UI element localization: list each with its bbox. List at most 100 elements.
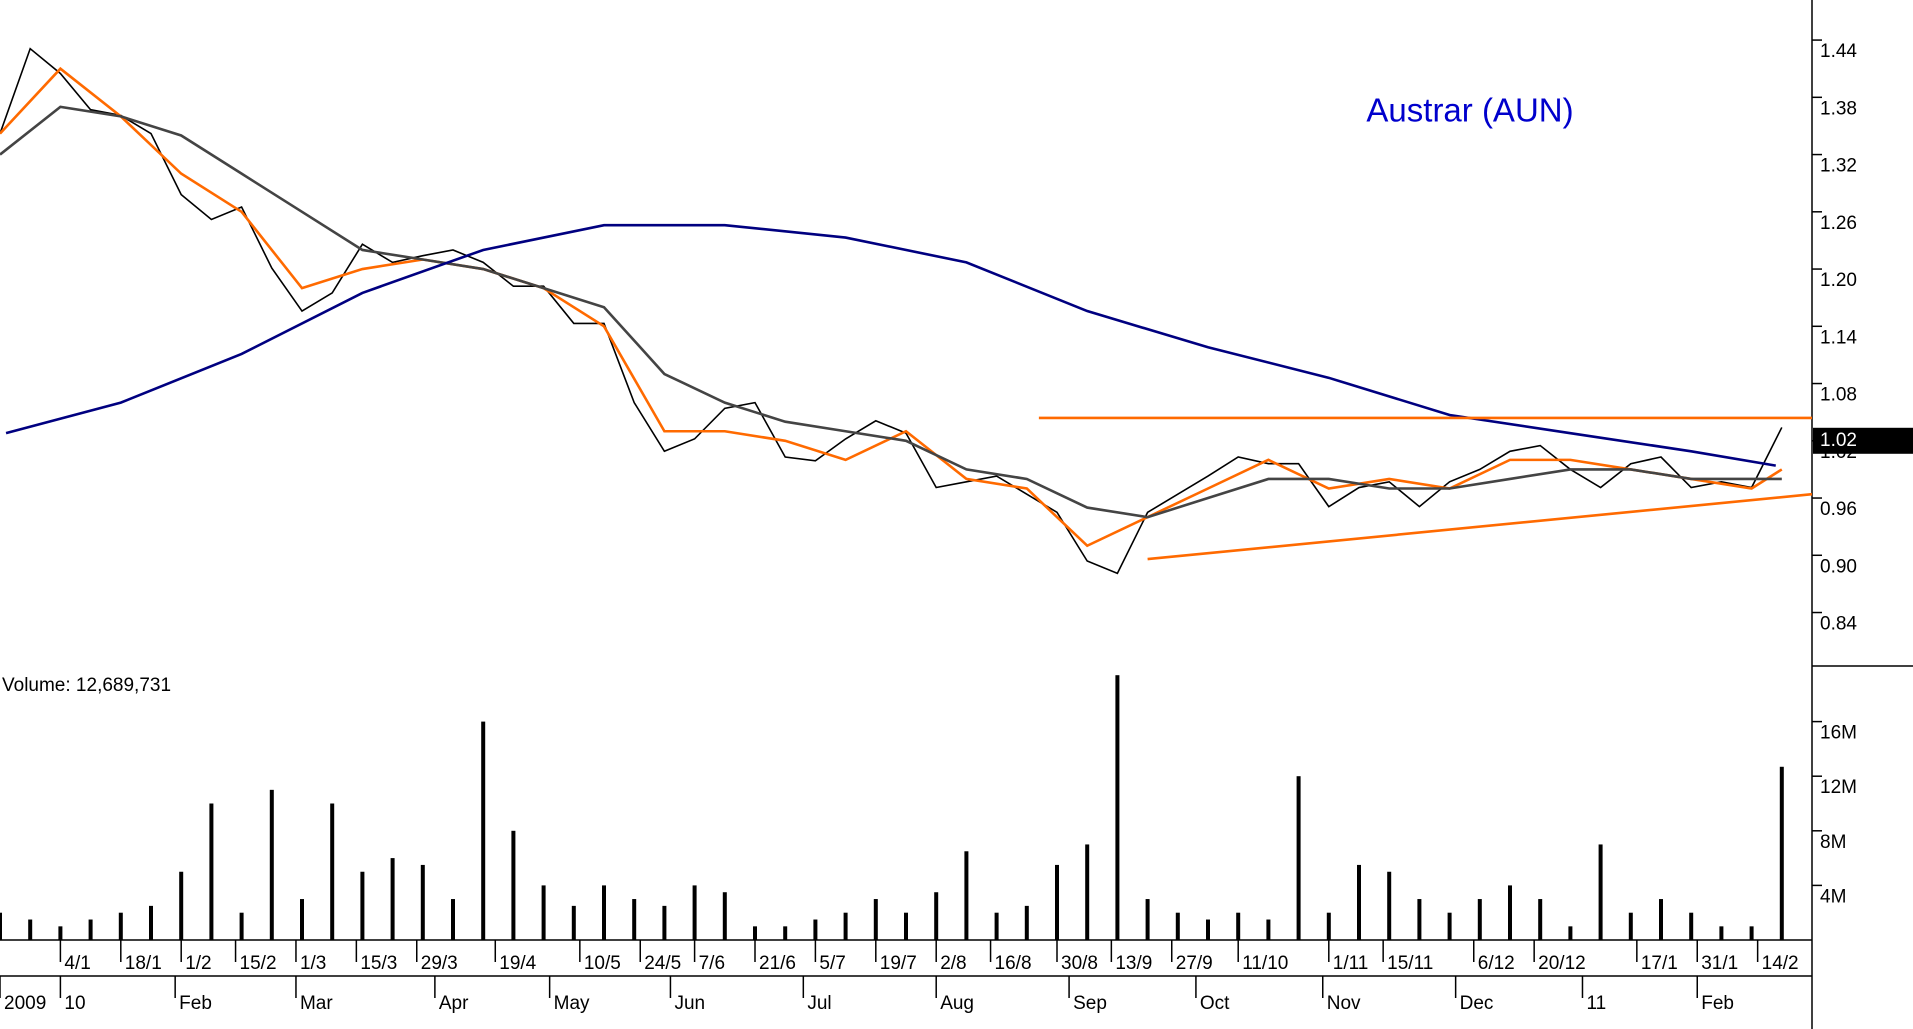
- x-tick-label: Feb: [1701, 993, 1734, 1014]
- x-tick-label: 31/1: [1701, 953, 1738, 974]
- volume-bar: [239, 912, 244, 940]
- volume-bar: [1779, 766, 1784, 940]
- x-tick-label: 15/11: [1387, 953, 1433, 974]
- x-tick-label: Feb: [179, 993, 212, 1014]
- series-line: [0, 66, 1783, 548]
- volume-bar: [662, 905, 667, 940]
- volume-bar: [0, 912, 2, 940]
- x-tick-label: 16/8: [995, 953, 1032, 974]
- volume-bar: [541, 885, 546, 940]
- x-tick-label: 4/1: [64, 953, 90, 974]
- volume-bar: [783, 926, 788, 940]
- x-tick-label: 7/6: [699, 953, 725, 974]
- x-tick-label: Nov: [1327, 993, 1361, 1014]
- x-tick-label: Dec: [1460, 993, 1494, 1014]
- y-tick-label: 1.38: [1820, 98, 1857, 119]
- volume-bar: [1749, 926, 1754, 940]
- volume-bar: [571, 905, 576, 940]
- volume-bar: [58, 926, 63, 940]
- y-tick-label: 1.14: [1820, 327, 1857, 348]
- x-tick-label: 11/10: [1242, 953, 1288, 974]
- volume-bar: [149, 905, 153, 940]
- volume-bar: [1115, 675, 1120, 940]
- y-tick-label: 1.26: [1820, 213, 1857, 234]
- volume-bar: [1628, 912, 1633, 940]
- volume-bar: [179, 871, 184, 940]
- volume-bar: [1175, 912, 1180, 940]
- volume-bar: [1055, 864, 1059, 940]
- x-tick-label: 11: [1586, 993, 1606, 1014]
- x-tick-label: 24/5: [644, 953, 681, 974]
- y-tick-label: 8M: [1820, 832, 1846, 853]
- volume-bar: [1598, 844, 1603, 940]
- volume-bar: [481, 721, 486, 940]
- x-tick-label: 1/3: [300, 953, 326, 974]
- x-tick-label: May: [554, 993, 590, 1014]
- x-tick-label: Apr: [439, 993, 469, 1014]
- volume-bar: [1477, 899, 1482, 940]
- x-tick-label: 1/11: [1333, 953, 1369, 974]
- x-tick-label: 6/12: [1478, 953, 1515, 974]
- x-tick-label: 14/2: [1762, 953, 1799, 974]
- volume-bar: [813, 919, 818, 940]
- x-tick-label: Sep: [1073, 993, 1107, 1014]
- volume-bar: [330, 803, 335, 940]
- x-tick-label: 1/2: [185, 953, 211, 974]
- volume-bar: [511, 830, 516, 940]
- volume-bar: [420, 864, 425, 940]
- volume-bar: [692, 885, 697, 940]
- volume-bar: [269, 789, 274, 940]
- x-tick-label: 13/9: [1115, 953, 1152, 974]
- volume-bar: [209, 803, 214, 940]
- volume-bar: [1568, 926, 1573, 940]
- volume-bar: [1206, 919, 1210, 940]
- y-tick-label: 1.08: [1820, 385, 1857, 406]
- x-tick-label: 10: [64, 993, 85, 1014]
- x-tick-label: Jul: [807, 993, 831, 1014]
- volume-bar: [1296, 776, 1301, 940]
- volume-bar: [1689, 912, 1694, 940]
- x-tick-label: Mar: [300, 993, 333, 1014]
- volume-bar: [994, 912, 999, 940]
- x-tick-label: 21/6: [759, 953, 796, 974]
- volume-bar: [753, 926, 757, 940]
- volume-bar: [28, 919, 33, 940]
- x-tick-label: Aug: [940, 993, 974, 1014]
- y-tick-label: 0.84: [1820, 614, 1857, 635]
- x-tick-label: 17/1: [1641, 953, 1678, 974]
- volume-bar: [1417, 899, 1422, 940]
- x-tick-label: 30/8: [1061, 953, 1098, 974]
- x-tick-label: 27/9: [1176, 953, 1213, 974]
- volume-bar: [1387, 871, 1392, 940]
- volume-bar: [964, 851, 969, 940]
- volume-bar: [1236, 912, 1241, 940]
- volume-label: Volume: 12,689,731: [2, 675, 171, 696]
- y-tick-label: 1.20: [1820, 270, 1857, 291]
- series-line: [0, 47, 1783, 575]
- volume-bar: [843, 912, 848, 940]
- volume-bar: [88, 919, 93, 940]
- volume-bar: [360, 871, 365, 940]
- x-tick-label: 20/12: [1538, 953, 1586, 974]
- volume-bar: [1357, 864, 1361, 940]
- x-tick-label: 18/1: [125, 953, 162, 974]
- volume-bar: [934, 892, 939, 940]
- series-line: [5, 223, 1776, 467]
- volume-bar: [451, 899, 455, 940]
- volume-bar: [1719, 926, 1724, 940]
- volume-bar: [1447, 912, 1452, 940]
- series-line: [0, 105, 1782, 519]
- x-tick-label: 10/5: [584, 953, 621, 974]
- y-tick-label: 4M: [1820, 886, 1846, 907]
- x-tick-label: 19/4: [499, 953, 536, 974]
- x-tick-label: Jun: [674, 993, 705, 1014]
- volume-bar: [1145, 899, 1150, 940]
- volume-bar: [722, 892, 727, 940]
- x-tick-label: 15/2: [240, 953, 277, 974]
- series-line: [1147, 492, 1813, 561]
- volume-bar: [1266, 919, 1271, 940]
- y-tick-label: 0.96: [1820, 499, 1857, 520]
- volume-bar: [904, 912, 908, 940]
- volume-bar: [1085, 844, 1090, 940]
